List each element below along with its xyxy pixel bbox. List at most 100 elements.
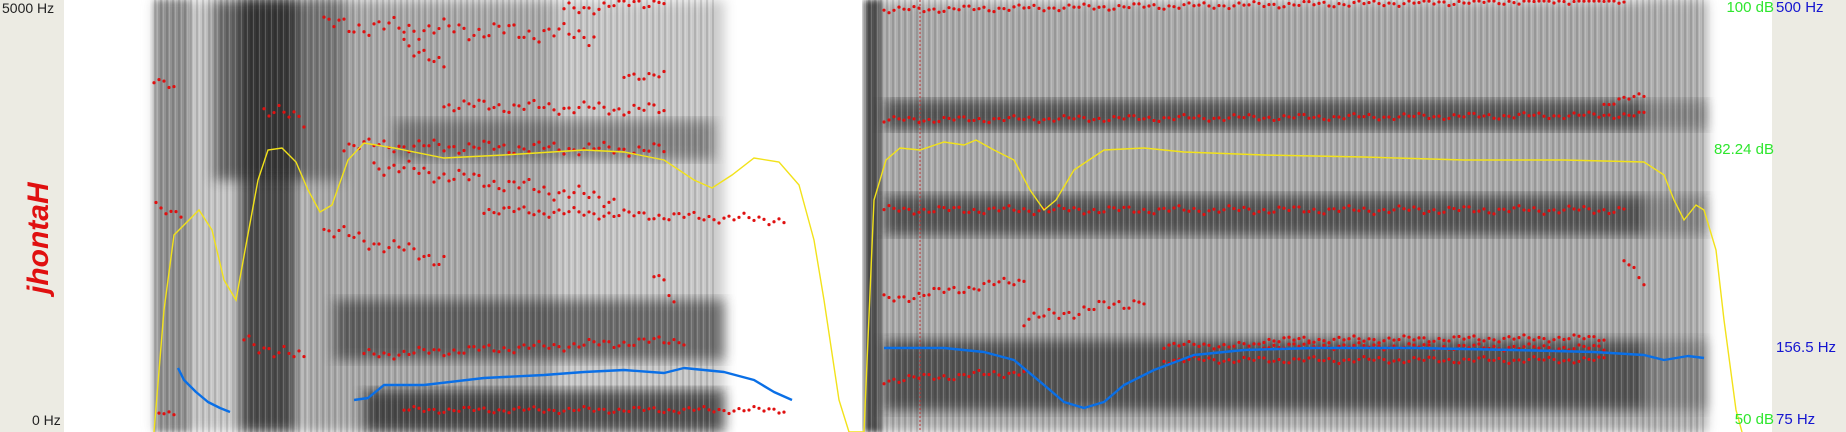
formant-point bbox=[1427, 355, 1431, 359]
formant-point bbox=[932, 210, 936, 214]
formant-point bbox=[637, 77, 641, 81]
formant-point bbox=[432, 263, 436, 267]
formant-point bbox=[322, 227, 326, 232]
formant-point bbox=[917, 120, 921, 125]
formant-point bbox=[962, 115, 966, 119]
pitch-segment bbox=[353, 366, 793, 402]
formant-point bbox=[1317, 337, 1321, 342]
formant-point bbox=[1137, 210, 1141, 214]
formant-point bbox=[407, 23, 411, 27]
formant-point bbox=[652, 406, 656, 410]
formant-point bbox=[1162, 346, 1166, 350]
formant-point bbox=[1487, 113, 1491, 117]
formant-point bbox=[942, 205, 946, 210]
formant-point bbox=[397, 170, 401, 174]
formant-point bbox=[1302, 112, 1306, 117]
formant-point bbox=[392, 163, 396, 167]
formant-point bbox=[372, 161, 376, 165]
formant-point bbox=[497, 212, 501, 216]
formant-point bbox=[1097, 5, 1101, 9]
formant-point bbox=[1237, 115, 1241, 119]
formant-point bbox=[1397, 358, 1401, 362]
formant-point bbox=[957, 115, 961, 119]
formant-point bbox=[1442, 117, 1446, 121]
formant-point bbox=[1537, 111, 1541, 115]
formant-point bbox=[1352, 343, 1356, 348]
formant-point bbox=[512, 180, 516, 184]
formant-point bbox=[1492, 338, 1496, 342]
formant-point bbox=[1402, 2, 1406, 6]
formant-point bbox=[1092, 207, 1096, 212]
formant-point bbox=[1462, 1, 1466, 5]
formant-point bbox=[1452, 2, 1456, 7]
formant-point bbox=[1512, 344, 1516, 349]
formant-point bbox=[1317, 358, 1321, 362]
formant-point bbox=[1512, 358, 1516, 362]
spectrogram-canvas[interactable] bbox=[64, 0, 1772, 432]
formant-point bbox=[602, 140, 606, 145]
formant-point bbox=[427, 253, 431, 258]
formant-point bbox=[587, 195, 591, 200]
formant-point bbox=[1007, 281, 1011, 285]
formant-point bbox=[417, 257, 421, 261]
formant-point bbox=[292, 110, 296, 114]
formant-point bbox=[1177, 204, 1181, 208]
formant-point bbox=[437, 411, 441, 415]
formant-point bbox=[1402, 112, 1406, 116]
formant-point bbox=[1582, 205, 1586, 209]
formant-point bbox=[487, 34, 491, 38]
formant-point bbox=[1542, 114, 1546, 118]
formant-point bbox=[1317, 1, 1321, 5]
formant-point bbox=[1292, 3, 1296, 7]
formant-point bbox=[882, 8, 886, 12]
formant-point bbox=[617, 147, 621, 151]
formant-point bbox=[342, 17, 346, 21]
formant-point bbox=[467, 405, 471, 409]
formant-point bbox=[477, 27, 481, 31]
formant-point bbox=[1177, 344, 1181, 348]
formant-point bbox=[537, 105, 541, 110]
formant-point bbox=[462, 148, 466, 153]
formant-point bbox=[472, 172, 476, 176]
formant-point bbox=[1222, 4, 1226, 8]
formant-point bbox=[657, 75, 661, 79]
formant-point bbox=[1357, 337, 1361, 341]
formant-point bbox=[457, 409, 461, 413]
formant-point bbox=[1342, 117, 1346, 121]
formant-point bbox=[577, 184, 581, 188]
formant-point bbox=[1502, 207, 1506, 211]
formant-point bbox=[552, 408, 556, 413]
formant-point bbox=[1487, 358, 1491, 362]
formant-point bbox=[1517, 336, 1521, 340]
formant-point bbox=[1197, 114, 1201, 118]
formant-point bbox=[1237, 208, 1241, 213]
formant-point bbox=[1307, 339, 1311, 343]
formant-point bbox=[1262, 356, 1266, 360]
formant-point bbox=[562, 21, 566, 26]
formant-point bbox=[1527, 342, 1531, 346]
formant-point bbox=[1337, 115, 1341, 119]
spectrogram-panel[interactable] bbox=[64, 0, 1772, 432]
formant-point bbox=[1017, 117, 1021, 121]
formant-point bbox=[587, 210, 591, 214]
formant-point bbox=[437, 55, 441, 60]
formant-point bbox=[1427, 116, 1431, 121]
formant-point bbox=[1367, 337, 1371, 341]
formant-point bbox=[1032, 212, 1036, 217]
formant-point bbox=[562, 152, 566, 156]
formant-point bbox=[517, 104, 521, 108]
formant-point bbox=[587, 105, 591, 109]
formant-point bbox=[1502, 2, 1506, 6]
formant-point bbox=[1432, 208, 1436, 212]
formant-point bbox=[1232, 4, 1236, 8]
formant-point bbox=[1257, 1, 1261, 6]
formant-point bbox=[1007, 371, 1011, 375]
formant-point bbox=[1227, 204, 1231, 208]
formant-point bbox=[1042, 314, 1046, 318]
formant-point bbox=[597, 146, 601, 150]
formant-point bbox=[907, 299, 911, 304]
formant-point bbox=[962, 210, 966, 214]
formant-point bbox=[1357, 341, 1361, 345]
formant-point bbox=[1102, 5, 1106, 9]
formant-point bbox=[1392, 344, 1396, 348]
